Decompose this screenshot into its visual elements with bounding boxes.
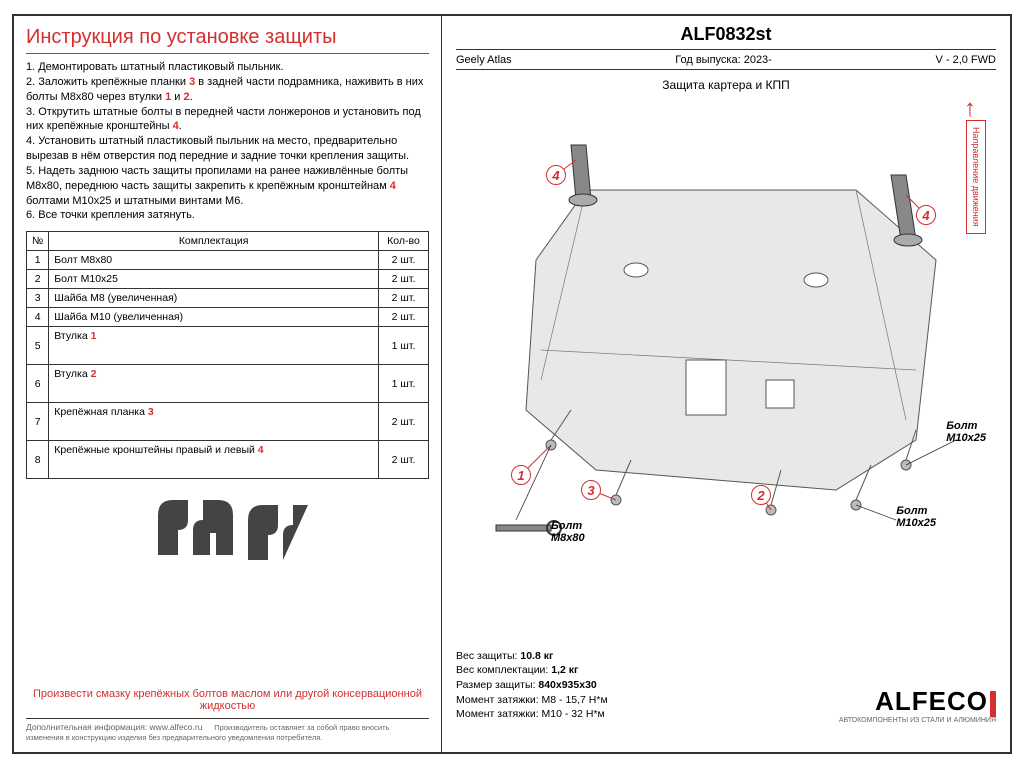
bracket-illustration [138, 485, 318, 575]
header: ALF0832st Geely Atlas Год выпуска: 2023-… [456, 24, 996, 70]
bolt-label-m10-1: БолтМ10х25 [946, 420, 986, 444]
diagram-subtitle: Защита картера и КПП [456, 78, 996, 92]
year-label: Год выпуска: 2023- [675, 54, 772, 66]
specifications: Вес защиты: 10.8 кгВес комплектации: 1,2… [456, 649, 608, 722]
lubrication-warning: Произвести смазку крепёжных болтов масло… [26, 688, 429, 718]
footer-note: Дополнительная информация: www.alfeco.ru… [26, 718, 429, 742]
part-number: ALF0832st [456, 24, 996, 45]
document-frame: Инструкция по установке защиты 1. Демонт… [12, 14, 1012, 754]
vehicle-name: Geely Atlas [456, 54, 512, 66]
callout-1: 1 [511, 465, 531, 485]
left-panel: Инструкция по установке защиты 1. Демонт… [14, 16, 441, 752]
right-panel: ALF0832st Geely Atlas Год выпуска: 2023-… [441, 16, 1010, 752]
bolt-label-m8: БолтМ8х80 [551, 520, 585, 544]
engine-spec: V - 2,0 FWD [935, 54, 996, 66]
instructions-list: 1. Демонтировать штатный пластиковый пыл… [26, 60, 429, 223]
direction-indicator: Направление движения [966, 120, 986, 234]
callout-4: 4 [916, 205, 936, 225]
direction-arrow: ↑ [964, 95, 976, 123]
callout-4: 4 [546, 165, 566, 185]
brand-logo: ALFECO АВТОКОМПОНЕНТЫ ИЗ СТАЛИ И АЛЮМИНИ… [839, 686, 996, 724]
skid-plate-diagram: Направление движения ↑ 44132 БолтМ10х25 … [456, 100, 996, 540]
callout-2: 2 [751, 485, 771, 505]
parts-table: №КомплектацияКол-во 1Болт М8х802 шт.2Бол… [26, 231, 429, 479]
bolt-label-m10-2: БолтМ10х25 [896, 505, 936, 529]
callout-3: 3 [581, 480, 601, 500]
main-title: Инструкция по установке защиты [26, 26, 429, 54]
